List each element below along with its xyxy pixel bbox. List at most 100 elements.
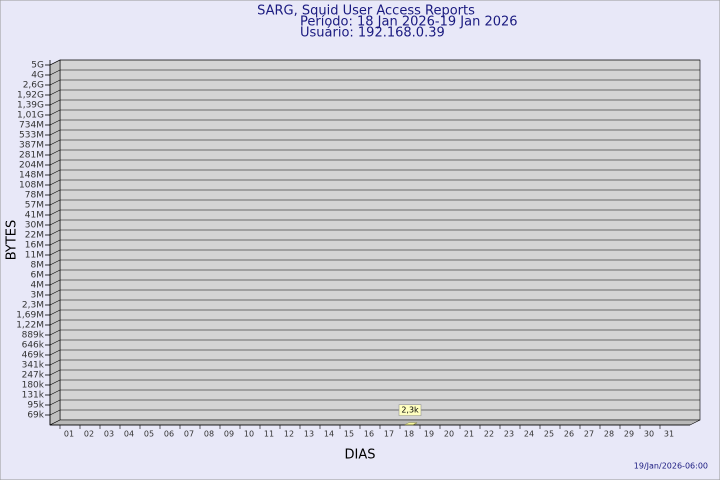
grid-line [49,359,700,366]
grid-line [49,169,700,176]
x-tick-label: 08 [204,430,214,439]
grid-line [49,89,700,96]
x-tick-label: 10 [244,430,254,439]
y-tick-label: 533M [19,131,44,141]
y-tick-label: 2,3M [22,301,44,311]
grid-line [49,249,700,256]
x-tick-label: 22 [484,430,494,439]
x-tick-label: 31 [664,430,674,439]
grid-line [49,399,700,406]
x-tick-label: 03 [104,430,114,439]
value-label-box [398,404,422,416]
grid-line [49,409,700,416]
y-tick-label: 78M [25,191,44,201]
grid-line [49,179,700,186]
x-tick-label: 13 [304,430,314,439]
x-tick-label: 05 [144,430,154,439]
grid-line [49,289,700,296]
y-tick-label: 6M [31,271,45,281]
y-tick-label: 341k [22,361,45,371]
x-tick-label: 04 [124,430,134,439]
grid-line [49,209,700,216]
y-tick-label: 57M [25,201,44,211]
grid-line [49,329,700,336]
y-tick-label: 8M [31,261,45,271]
y-tick-label: 22M [25,231,44,241]
user-line: Usuário: 192.168.0.39 [300,26,445,41]
x-tick-label: 18 [404,430,414,439]
grid-line [49,229,700,236]
y-tick-label: 469k [22,351,45,361]
grid-line [49,369,700,376]
y-tick-label: 4M [31,281,45,291]
grid-line [49,379,700,386]
grid-line [49,119,700,126]
grid-line [49,129,700,136]
y-tick-label: 131k [22,391,45,401]
y-tick-label: 2,6G [23,81,44,91]
y-tick-label: 95k [27,401,44,411]
x-tick-label: 09 [224,430,234,439]
y-tick-label: 734M [19,121,44,131]
y-tick-label: 387M [19,141,44,151]
x-tick-label: 06 [164,430,174,439]
y-tick-label: 889k [22,331,45,341]
x-tick-label: 26 [564,430,574,439]
y-tick-label: 4G [31,71,44,81]
x-tick-label: 30 [644,430,654,439]
x-tick-label: 20 [444,430,454,439]
grid-line [49,59,700,66]
x-axis-label: DIAS [345,448,376,463]
x-tick-label: 21 [464,430,474,439]
y-tick-label: 11M [25,251,44,261]
y-tick-label: 646k [22,341,45,351]
floor [49,419,701,426]
x-tick-label: 01 [64,430,74,439]
grid-line [49,139,700,146]
y-tick-label: 1,39G [17,101,44,111]
x-tick-label: 19 [424,430,434,439]
y-tick-label: 1,01G [17,111,44,121]
grid-line [49,99,700,106]
y-tick-label: 30M [25,221,44,231]
grid-line [49,259,700,266]
grid-line [49,109,700,116]
x-tick-label: 29 [624,430,634,439]
value-label: 2,3k [401,406,419,415]
x-tick-label: 12 [284,430,294,439]
timestamp: 19/Jan/2026-06:00 [634,462,708,471]
y-tick-label: 3M [31,291,45,301]
grid-line [49,299,700,306]
y-tick-label: 69k [27,411,44,421]
y-tick-label: 148M [19,171,44,181]
x-tick-label: 28 [604,430,614,439]
grid-line [49,349,700,356]
grid-line [49,319,700,326]
y-tick-label: 1,92G [17,91,44,101]
grid-line [49,309,700,316]
y-tick-label: 41M [25,211,44,221]
x-tick-label: 11 [264,430,274,439]
y-axis-label: BYTES [5,220,20,261]
grid-line [49,189,700,196]
y-tick-label: 1,22M [16,321,44,331]
x-tick-label: 23 [504,430,514,439]
x-tick-label: 15 [344,430,354,439]
grid-line [49,389,700,396]
y-tick-label: 247k [22,371,45,381]
grid-line [49,239,700,246]
y-tick-label: 281M [19,151,44,161]
y-tick-label: 180k [22,381,45,391]
grid-line [49,149,700,156]
x-tick-label: 24 [524,430,534,439]
chart-title: SARG, Squid User Access Reports [257,4,475,19]
x-tick-label: 07 [184,430,194,439]
grid-line [49,279,700,286]
y-tick-label: 16M [25,241,44,251]
x-tick-label: 14 [324,430,334,439]
x-tick-label: 17 [384,430,394,439]
x-tick-label: 16 [364,430,374,439]
grid-line [49,79,700,86]
x-tick-label: 25 [544,430,554,439]
